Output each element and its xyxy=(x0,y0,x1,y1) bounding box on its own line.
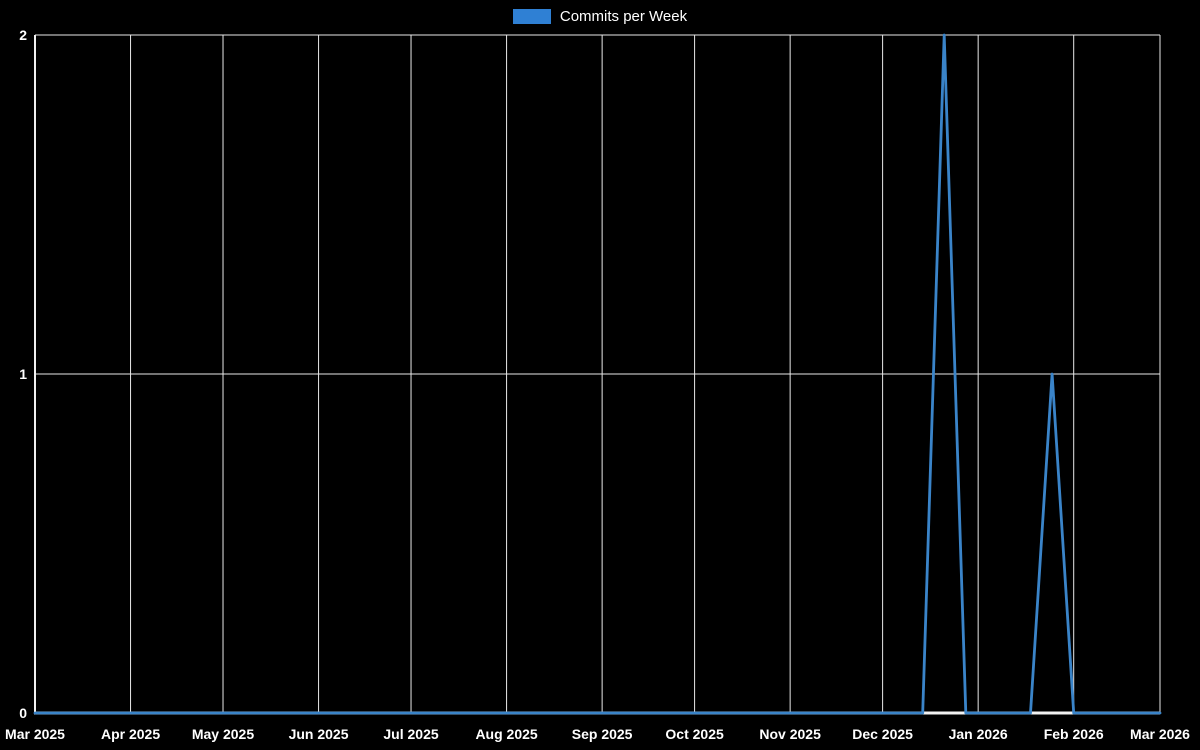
y-tick-label: 0 xyxy=(19,705,27,721)
x-tick-label: Jul 2025 xyxy=(383,726,438,742)
x-tick-label: Mar 2026 xyxy=(1130,726,1190,742)
y-tick-label: 1 xyxy=(19,366,27,382)
legend-item-commits[interactable]: Commits per Week xyxy=(512,8,688,25)
x-tick-label: Aug 2025 xyxy=(475,726,537,742)
x-tick-label: Dec 2025 xyxy=(852,726,913,742)
x-tick-label: Apr 2025 xyxy=(101,726,160,742)
legend-swatch xyxy=(512,9,551,24)
x-tick-label: May 2025 xyxy=(192,726,254,742)
x-tick-label: Jun 2025 xyxy=(289,726,349,742)
x-tick-label: Mar 2025 xyxy=(5,726,65,742)
x-tick-label: Nov 2025 xyxy=(759,726,821,742)
y-tick-label: 2 xyxy=(19,27,27,43)
legend: Commits per Week xyxy=(0,9,1200,24)
x-tick-label: Sep 2025 xyxy=(572,726,633,742)
series-line-commits-per-week xyxy=(33,33,1162,715)
x-tick-label: Oct 2025 xyxy=(665,726,724,742)
legend-label: Commits per Week xyxy=(559,8,688,25)
x-tick-label: Jan 2026 xyxy=(949,726,1008,742)
x-tick-label: Feb 2026 xyxy=(1044,726,1104,742)
